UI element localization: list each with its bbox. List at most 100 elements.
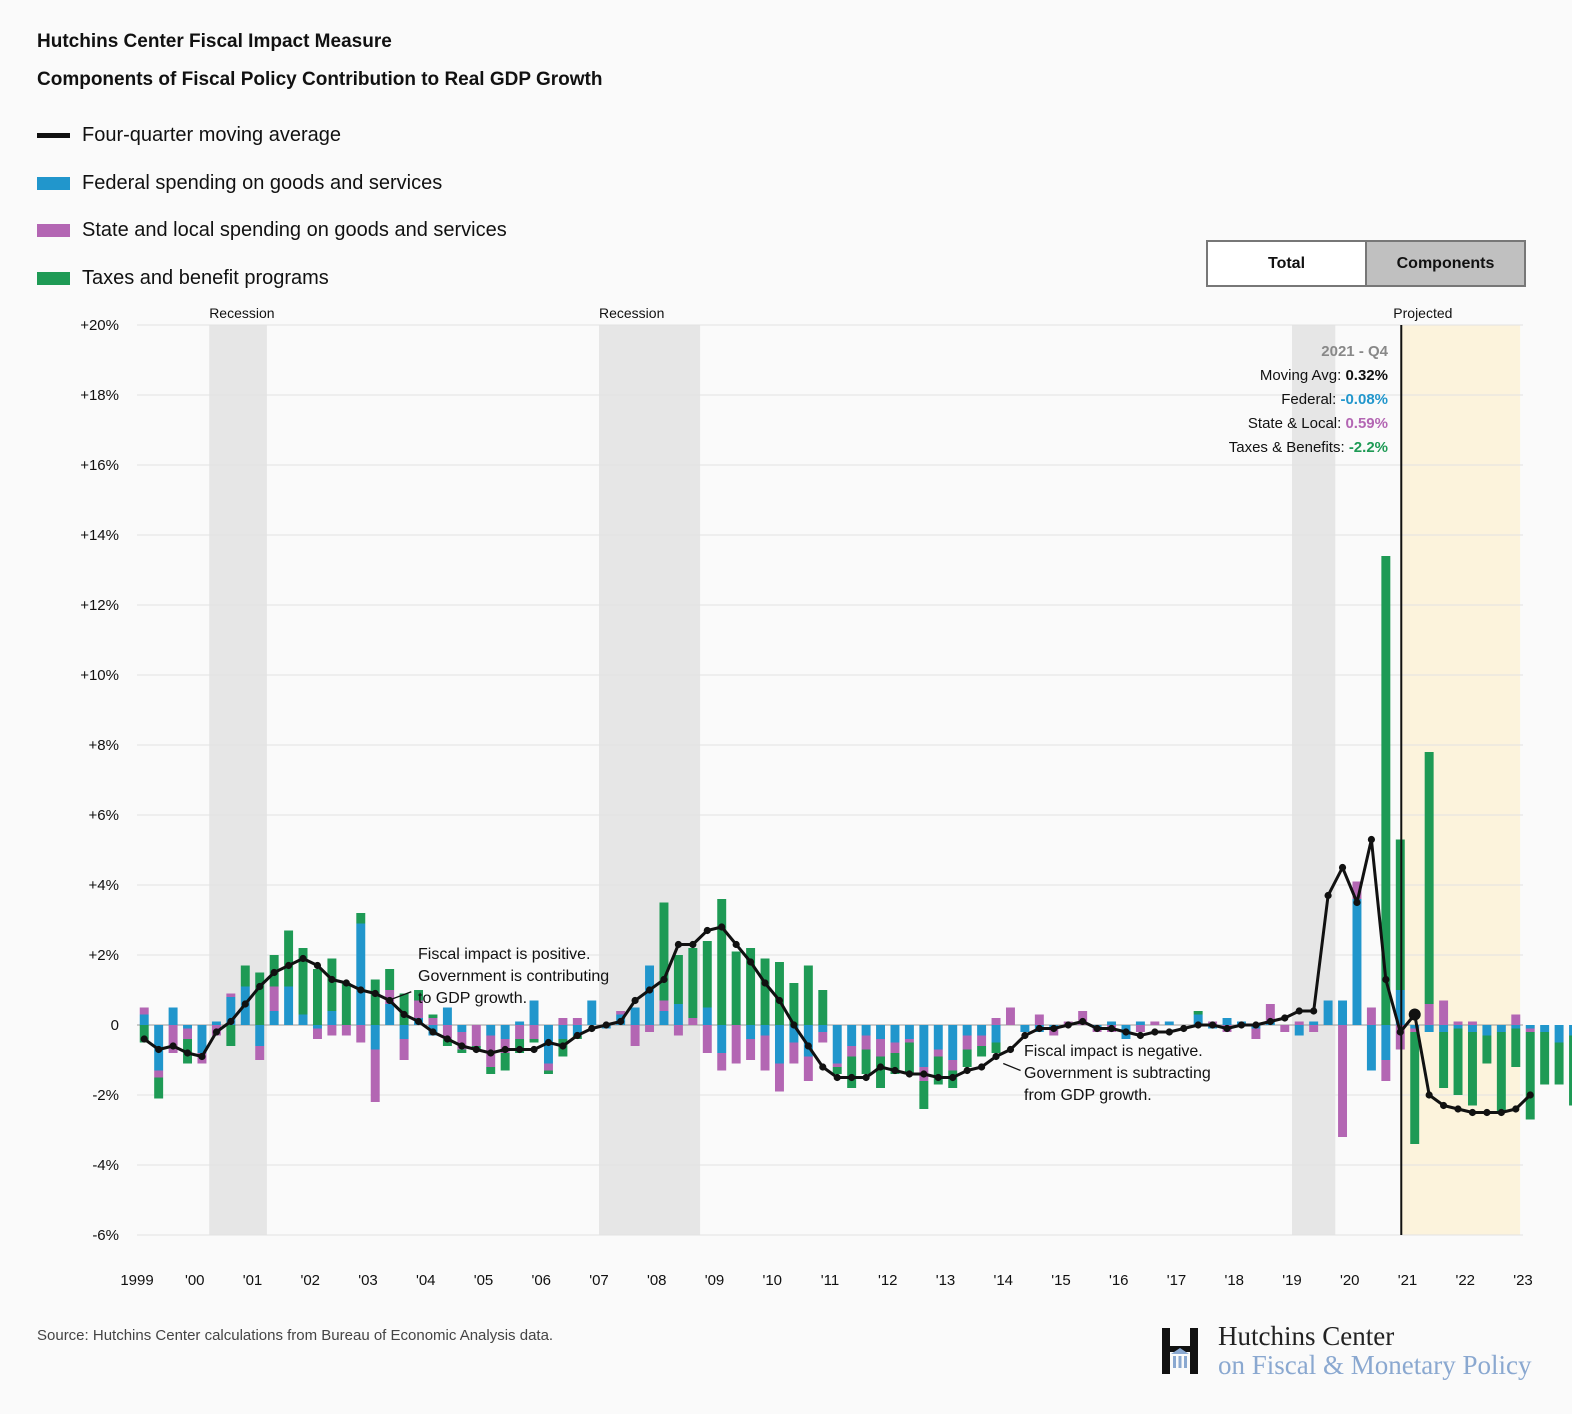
bar-federal: [168, 1007, 178, 1025]
x-tick-label: '16: [1109, 1272, 1129, 1289]
bar-federal: [1410, 1025, 1420, 1029]
bar-taxes: [284, 930, 294, 987]
moving-average-point: [1237, 1021, 1246, 1029]
bar-state-local: [226, 993, 236, 997]
bar-taxes: [1424, 752, 1434, 1004]
bar-state-local: [356, 1025, 366, 1043]
moving-average-point: [920, 1070, 928, 1078]
bar-federal: [861, 1025, 871, 1036]
y-tick-label: +8%: [89, 737, 119, 754]
moving-average-point: [342, 979, 350, 987]
bar-state-local: [312, 1028, 322, 1039]
x-tick-label: '15: [1051, 1272, 1071, 1289]
annotation-negative: Government is subtracting: [1024, 1065, 1211, 1082]
moving-average-point: [746, 958, 755, 966]
bar-state-local: [1034, 1014, 1044, 1025]
bar-federal: [818, 1025, 828, 1032]
bar-federal: [442, 1007, 452, 1025]
bar-taxes: [385, 969, 395, 990]
components-toggle-button[interactable]: Components: [1367, 242, 1524, 285]
bar-state-local: [717, 1053, 727, 1071]
bar-state-local: [1453, 1021, 1463, 1025]
y-tick-label: -6%: [92, 1227, 119, 1244]
bar-state-local: [399, 1039, 409, 1060]
bar-federal: [1309, 1021, 1319, 1025]
bar-federal: [1424, 1025, 1434, 1032]
bar-state-local: [543, 1063, 553, 1071]
tooltip-row-value: 0.32%: [1345, 367, 1388, 384]
bar-taxes: [818, 990, 828, 1025]
bar-taxes: [457, 1049, 467, 1053]
x-tick-label: '11: [821, 1272, 839, 1289]
moving-average-point: [1064, 1021, 1072, 1029]
bar-state-local: [529, 1025, 539, 1039]
bar-taxes: [255, 972, 265, 1025]
tooltip-row: Taxes & Benefits: -2.2%: [1229, 439, 1388, 456]
bar-state-local: [1424, 1004, 1434, 1025]
moving-average-point: [689, 940, 697, 949]
bar-federal: [1439, 1025, 1449, 1032]
moving-average-point: [487, 1049, 495, 1057]
bar-state-local: [803, 1056, 813, 1081]
bar-taxes: [789, 983, 799, 1025]
moving-average-point: [212, 1028, 221, 1036]
moving-average-point: [1367, 835, 1376, 844]
bar-taxes: [832, 1067, 842, 1074]
x-tick-label: '19: [1282, 1272, 1302, 1289]
bar-federal: [197, 1025, 207, 1053]
moving-average-point: [833, 1073, 841, 1082]
x-tick-label: '13: [936, 1272, 956, 1289]
bar-state-local: [154, 1070, 164, 1078]
bar-federal: [1540, 1025, 1550, 1032]
legend-label: Four-quarter moving average: [82, 124, 342, 147]
x-tick-label: '04: [416, 1272, 436, 1289]
bar-state-local: [962, 1035, 972, 1050]
bar-federal: [977, 1025, 987, 1036]
moving-average-point: [313, 961, 322, 970]
moving-average-point: [992, 1052, 1000, 1061]
moving-average-point: [819, 1063, 827, 1071]
bar-state-local: [327, 1025, 337, 1036]
y-tick-label: +18%: [80, 387, 119, 404]
bar-state-local: [1280, 1025, 1290, 1032]
moving-average-point: [1035, 1024, 1043, 1033]
bar-state-local: [139, 1007, 149, 1015]
moving-average-point: [876, 1063, 885, 1071]
moving-average-point: [1483, 1108, 1491, 1117]
y-tick-label: +20%: [80, 317, 119, 334]
bar-federal: [312, 1025, 322, 1029]
bar-state-local: [948, 1060, 958, 1071]
moving-average-point: [1180, 1024, 1188, 1033]
bar-state-local: [746, 1039, 756, 1060]
bar-state-local: [630, 1025, 640, 1046]
bar-state-local: [1251, 1028, 1261, 1039]
legend-item-federal: Federal spending on goods and services: [37, 160, 507, 208]
bar-federal: [919, 1025, 929, 1067]
bar-federal: [356, 923, 366, 1025]
x-tick-label: '10: [762, 1272, 782, 1289]
bar-taxes: [717, 899, 727, 1025]
bar-federal: [1352, 899, 1362, 1025]
bar-federal: [847, 1025, 857, 1046]
bar-state-local: [1352, 881, 1362, 899]
moving-average-point: [905, 1070, 914, 1078]
moving-average-point: [1454, 1105, 1462, 1113]
legend-label: State and local spending on goods and se…: [82, 219, 507, 242]
x-tick-label: '14: [993, 1272, 1013, 1289]
recession-band: [599, 325, 701, 1235]
bar-federal: [327, 1011, 337, 1025]
bar-federal: [1338, 1000, 1348, 1025]
moving-average-point: [1295, 1007, 1303, 1015]
moving-average-point: [718, 923, 726, 931]
bar-taxes: [1525, 1032, 1535, 1120]
total-toggle-button[interactable]: Total: [1208, 242, 1367, 285]
bar-federal: [1467, 1025, 1477, 1032]
bar-taxes: [702, 941, 712, 1008]
bar-taxes: [1540, 1032, 1550, 1085]
moving-average-point: [588, 1024, 596, 1033]
bar-taxes: [962, 1049, 972, 1067]
x-tick-label: '06: [531, 1272, 551, 1289]
annotation-positive: Fiscal impact is positive.: [418, 946, 591, 963]
bar-state-local: [861, 1035, 871, 1050]
